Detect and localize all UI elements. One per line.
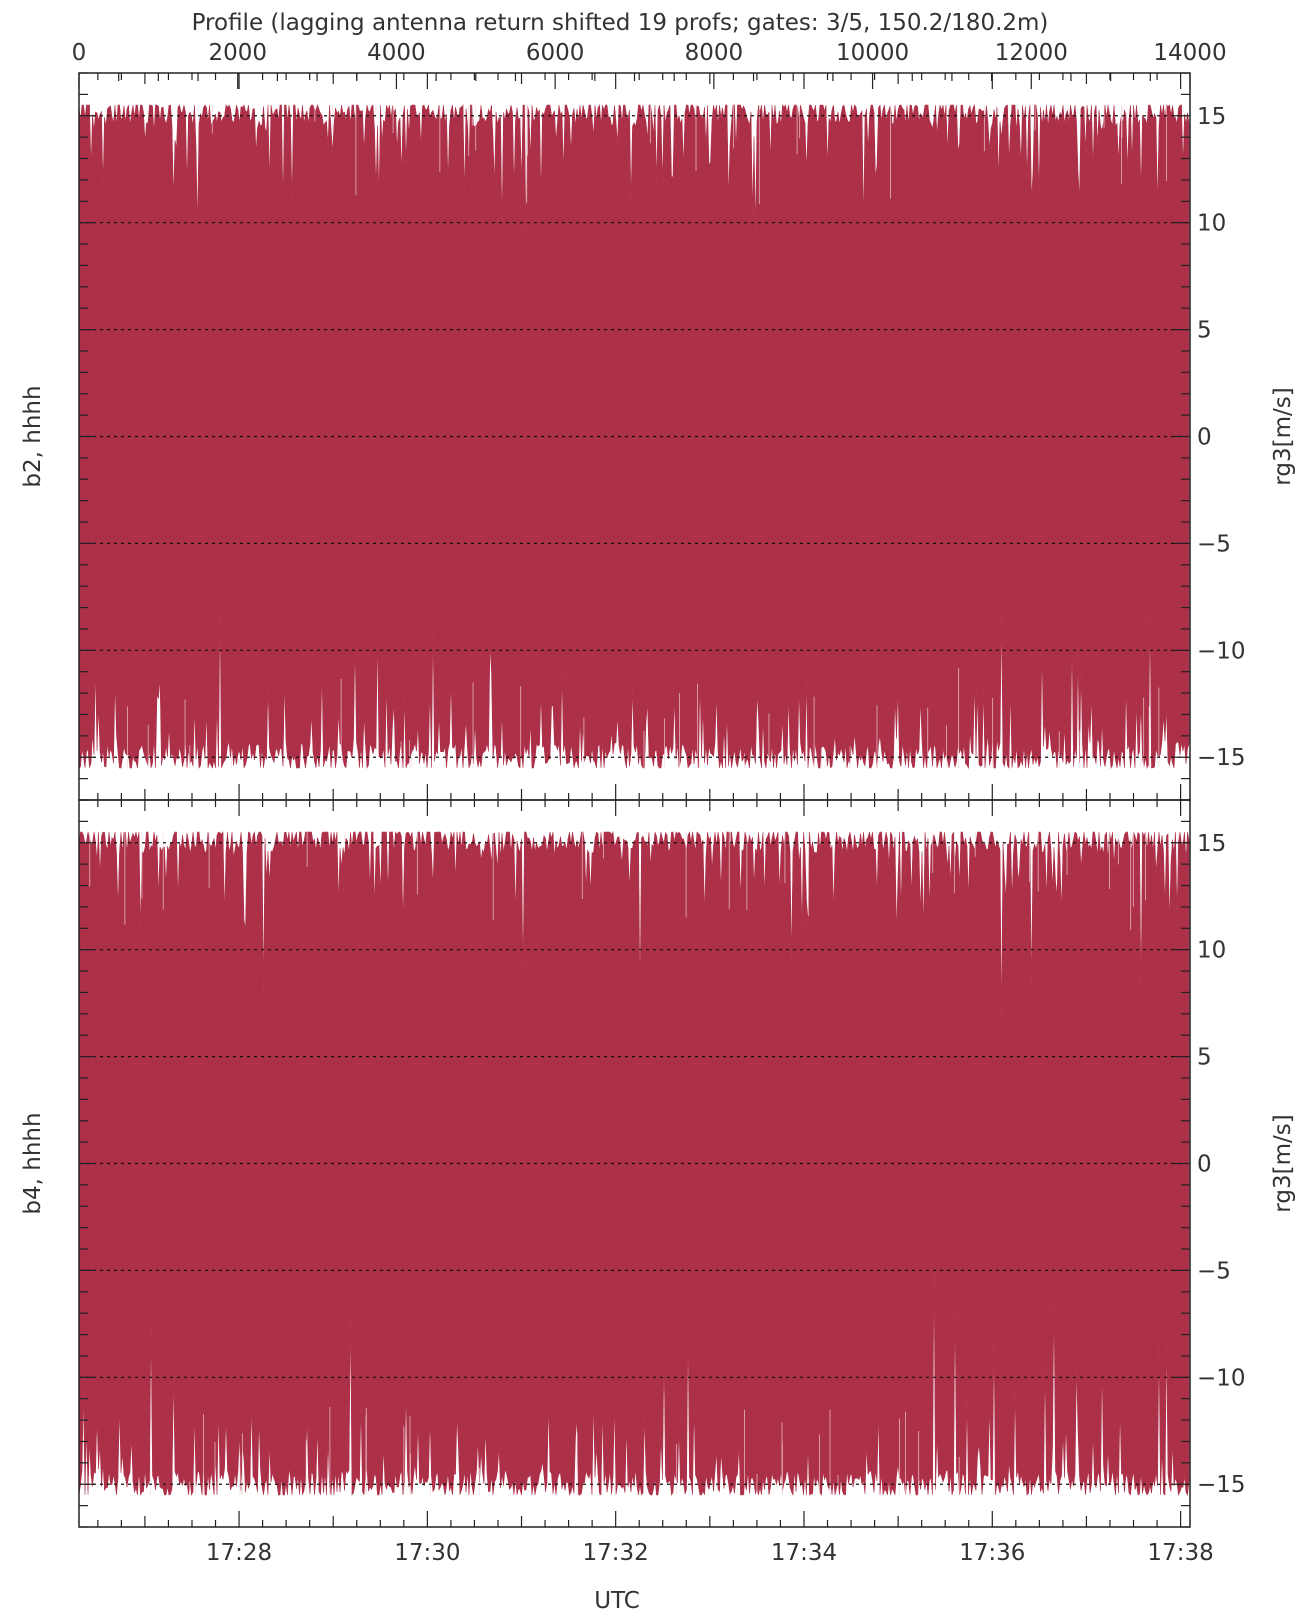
right-axis-label: rg3[m/s]: [1270, 387, 1296, 485]
y-tick-label: −5: [1197, 1258, 1231, 1284]
y-tick-label: 0: [1197, 425, 1212, 451]
top-tick-label: 0: [72, 40, 87, 66]
bottom-axis: 17:28 17:30 17:32 17:34 17:36 17:38: [97, 73, 1214, 1566]
panel-1: −15 −10 −5 0 5 10 15 b2, hhhh rg3[m/s]: [20, 72, 1296, 801]
right-axis-label: rg3[m/s]: [1270, 1114, 1296, 1212]
left-axis-label: b2, hhhh: [20, 385, 46, 487]
y-tick-label: −10: [1197, 1365, 1246, 1391]
x-axis-label: UTC: [594, 1588, 640, 1614]
y-tick-label: 5: [1197, 1045, 1212, 1071]
y-tick-label: −5: [1197, 531, 1231, 557]
x-tick-label: 17:34: [771, 1540, 837, 1566]
x-tick-label: 17:36: [959, 1540, 1025, 1566]
y-tick-label: 10: [1197, 938, 1226, 964]
left-axis-label: b4, hhhh: [20, 1112, 46, 1214]
x-tick-label: 17:38: [1147, 1540, 1213, 1566]
top-tick-label: 6000: [526, 40, 585, 66]
x-tick-label: 17:30: [394, 1540, 460, 1566]
top-tick-label: 12000: [995, 40, 1068, 66]
y-tick-label: 15: [1197, 104, 1226, 130]
y-tick-label: 15: [1197, 831, 1226, 857]
panel-frame: [78, 799, 1191, 1528]
y-tick-label: 0: [1197, 1152, 1212, 1178]
x-tick-label: 17:32: [583, 1540, 649, 1566]
top-axis: 0 2000 4000 6000 8000 10000 12000 14000: [72, 40, 1227, 89]
top-tick-label: 14000: [1153, 40, 1226, 66]
panel-2: −15 −10 −5 0 5 10 15 b4, hhhh rg3[m/s]: [20, 799, 1296, 1528]
top-tick-label: 8000: [685, 40, 744, 66]
top-tick-label: 2000: [208, 40, 267, 66]
top-tick-label: 4000: [367, 40, 426, 66]
panels-group: −15 −10 −5 0 5 10 15 b2, hhhh rg3[m/s] −15 −10 −5 0 5…: [20, 72, 1296, 1528]
chart-title: Profile (lagging antenna return shifted …: [192, 10, 1049, 36]
y-tick-label: 5: [1197, 318, 1212, 344]
top-tick-label: 10000: [836, 40, 909, 66]
y-tick-label: −15: [1197, 1472, 1246, 1498]
y-tick-label: −15: [1197, 745, 1246, 771]
x-tick-label: 17:28: [206, 1540, 272, 1566]
y-tick-label: 10: [1197, 211, 1226, 237]
y-tick-label: −10: [1197, 638, 1246, 664]
